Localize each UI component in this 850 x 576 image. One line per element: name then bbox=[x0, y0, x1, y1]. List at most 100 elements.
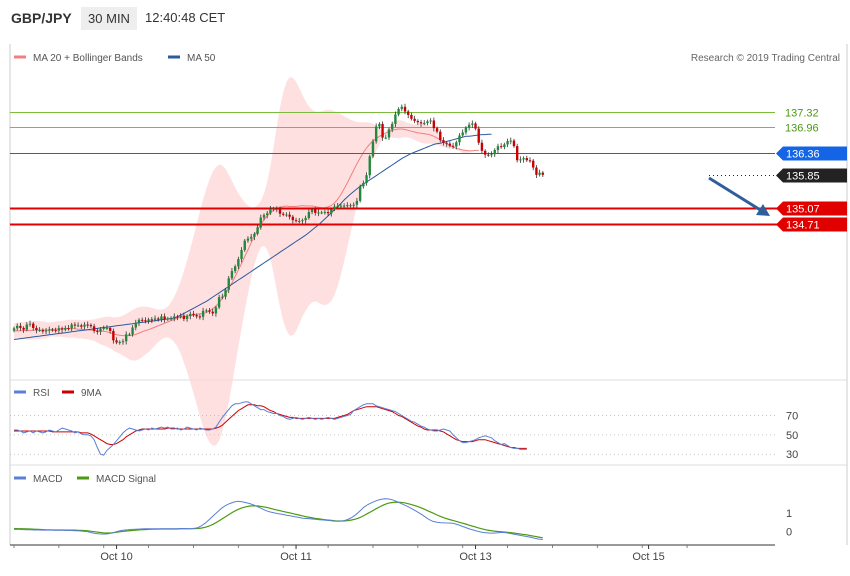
candle bbox=[102, 325, 105, 331]
macd-legend: MACD MACD Signal bbox=[14, 474, 156, 485]
candle-body bbox=[506, 141, 509, 145]
candle-body bbox=[237, 259, 240, 267]
candle-body bbox=[314, 209, 317, 213]
candle bbox=[310, 207, 314, 215]
candle-body bbox=[330, 209, 333, 214]
candle bbox=[426, 119, 429, 126]
rsi-legend-label: RSI bbox=[33, 388, 50, 399]
candle bbox=[128, 332, 131, 337]
candle-body bbox=[525, 158, 528, 161]
candle bbox=[336, 203, 339, 209]
candle bbox=[227, 275, 230, 294]
candle bbox=[230, 268, 234, 281]
timestamp: 12:40:48 CET bbox=[145, 10, 226, 25]
candle-body bbox=[333, 206, 336, 210]
candle bbox=[314, 207, 317, 216]
candle-body bbox=[384, 137, 387, 139]
candle bbox=[317, 209, 320, 217]
candle-body bbox=[397, 108, 400, 115]
candle bbox=[205, 308, 208, 313]
candle bbox=[182, 312, 186, 322]
candle-body bbox=[509, 140, 512, 142]
candle-body bbox=[403, 106, 407, 112]
candle-body bbox=[265, 213, 269, 216]
candle-body bbox=[221, 296, 224, 298]
candle-body bbox=[253, 233, 256, 237]
candle-body bbox=[467, 124, 471, 128]
candle-body bbox=[147, 319, 150, 322]
candle bbox=[32, 321, 35, 331]
candle-body bbox=[471, 123, 474, 125]
candle-body bbox=[44, 330, 48, 332]
candle bbox=[80, 323, 83, 329]
candle bbox=[211, 308, 214, 317]
candle-body bbox=[240, 250, 243, 260]
candle-body bbox=[22, 327, 25, 330]
candle bbox=[124, 331, 128, 345]
candle bbox=[38, 327, 41, 332]
candle bbox=[57, 325, 61, 334]
timeframe-button[interactable]: 30 MIN bbox=[81, 7, 137, 30]
candle bbox=[423, 120, 426, 126]
candle-body bbox=[112, 330, 115, 341]
candle bbox=[477, 126, 480, 145]
candle-body bbox=[304, 218, 307, 221]
candle-body bbox=[483, 150, 487, 155]
candle bbox=[19, 322, 22, 331]
rsi-ma9-line bbox=[14, 404, 527, 449]
candle-body bbox=[387, 129, 391, 138]
candle bbox=[253, 232, 256, 241]
chart-header: GBP/JPY 30 MIN 12:40:48 CET bbox=[0, 0, 850, 38]
candle-body bbox=[410, 114, 413, 119]
candle-body bbox=[394, 114, 397, 124]
candle-body bbox=[368, 156, 371, 176]
candle bbox=[160, 314, 163, 323]
candle bbox=[413, 115, 416, 124]
candle-body bbox=[298, 221, 301, 223]
candle-body bbox=[493, 149, 496, 155]
price-levels: 137.32 136.96 136.36 135.85 135.07 134.71 bbox=[10, 108, 847, 232]
candle-body bbox=[205, 310, 208, 312]
candle-body bbox=[365, 175, 368, 183]
candle bbox=[153, 315, 157, 322]
candle-body bbox=[262, 215, 266, 218]
candle bbox=[323, 209, 327, 215]
candle-body bbox=[176, 316, 179, 318]
candle-body bbox=[102, 327, 105, 329]
candle-body bbox=[541, 172, 545, 175]
candle-body bbox=[432, 120, 436, 129]
candle-body bbox=[141, 319, 144, 321]
candle bbox=[519, 156, 522, 163]
candle bbox=[99, 327, 102, 336]
candle-body bbox=[230, 271, 234, 279]
candle bbox=[134, 319, 137, 331]
candle-body bbox=[451, 145, 455, 147]
ma50-legend-label: MA 50 bbox=[187, 53, 216, 64]
candle bbox=[265, 210, 269, 219]
candle-body bbox=[166, 318, 170, 320]
level-label-136.96: 136.96 bbox=[785, 123, 819, 135]
candle-body bbox=[41, 330, 45, 332]
candle bbox=[493, 148, 496, 158]
candle bbox=[358, 184, 362, 203]
candle-body bbox=[54, 330, 57, 332]
candle-body bbox=[448, 143, 452, 146]
candle-body bbox=[67, 327, 70, 329]
candle-body bbox=[416, 120, 420, 123]
candle bbox=[150, 317, 154, 324]
candle-body bbox=[227, 278, 230, 290]
candle-body bbox=[224, 289, 227, 297]
candle-body bbox=[342, 205, 346, 207]
candle bbox=[22, 326, 25, 333]
candle-body bbox=[512, 140, 516, 147]
candle bbox=[35, 325, 38, 334]
candle-body bbox=[371, 141, 375, 157]
candle bbox=[224, 288, 227, 300]
candle bbox=[471, 120, 474, 129]
candle-body bbox=[288, 214, 291, 217]
candle-body bbox=[32, 323, 35, 328]
candle-body bbox=[182, 315, 186, 319]
macd-legend-label: MACD bbox=[33, 474, 62, 485]
candle bbox=[442, 137, 445, 146]
level-tag-135.85 bbox=[776, 168, 847, 183]
